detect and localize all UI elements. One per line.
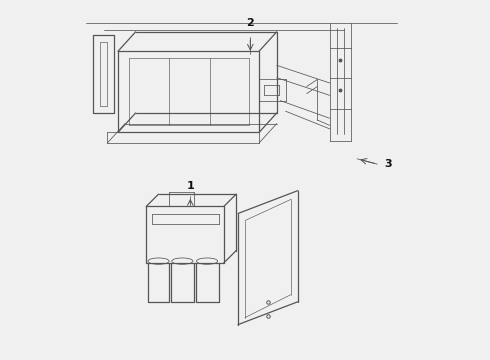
Text: 2: 2 — [246, 18, 254, 28]
Text: 1: 1 — [186, 181, 194, 190]
Text: 3: 3 — [384, 159, 392, 169]
